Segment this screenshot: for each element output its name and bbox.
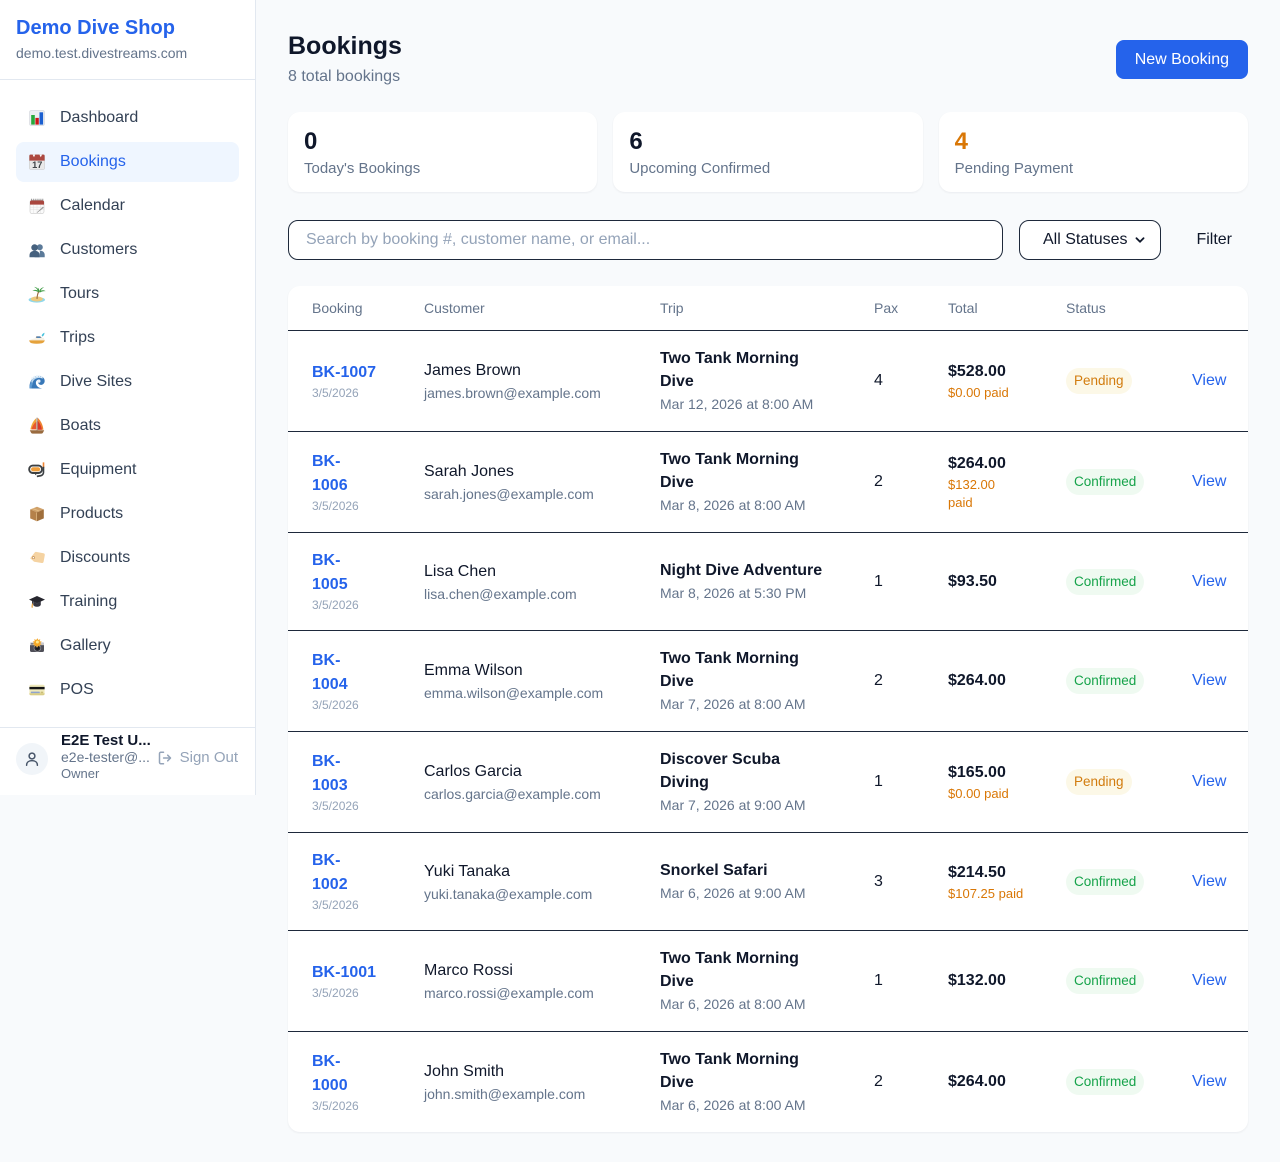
svg-text:17: 17 bbox=[32, 160, 42, 170]
